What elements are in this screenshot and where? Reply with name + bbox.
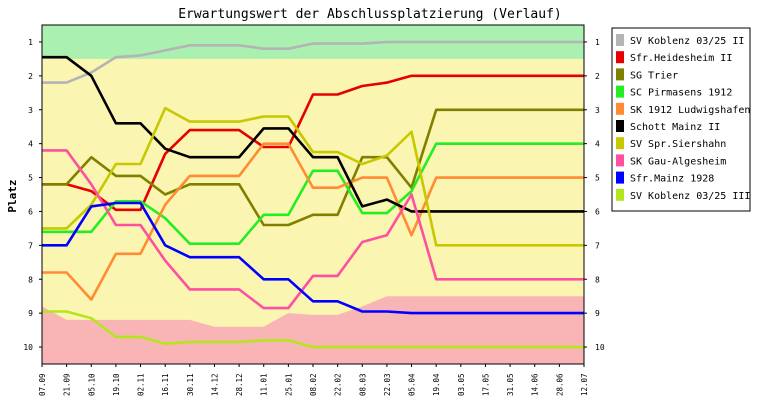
- legend-label-8: SK Gau-Algesheim: [630, 156, 726, 167]
- legend-label-10: SV Koblenz 03/25 III: [630, 191, 750, 202]
- x-tick-label: 28.06: [555, 373, 564, 396]
- y-axis-left: 1 2 3 4 5 6 7 8 9 10: [23, 38, 42, 352]
- legend-swatch-8: [616, 154, 624, 167]
- legend-swatch-2: [616, 51, 624, 64]
- x-tick-label: 31.05: [506, 373, 515, 396]
- y-tick-label-left: 1: [28, 38, 33, 47]
- legend-label-3: SG Trier: [630, 70, 678, 81]
- legend-label-2: Sfr.Heidesheim II: [630, 53, 732, 64]
- legend-swatch-10: [616, 188, 624, 201]
- legend-label-6: Schott Mainz II: [630, 122, 720, 133]
- y-tick-label-left: 7: [28, 241, 33, 250]
- y-tick-label-right: 7: [595, 241, 600, 250]
- legend-swatch-9: [616, 171, 624, 184]
- y-tick-label-left: 9: [28, 309, 33, 318]
- series-line-5: [42, 142, 584, 301]
- x-tick-label: 16.11: [161, 373, 170, 396]
- x-tick-label: 05.04: [408, 373, 417, 396]
- x-tick-label: 07.09: [38, 373, 47, 396]
- x-tick-label: 14.06: [531, 373, 540, 396]
- y-tick-label-right: 8: [595, 275, 600, 284]
- legend-swatch-1: [616, 34, 624, 46]
- y-tick-label-right: 3: [595, 106, 600, 115]
- x-tick-label: 17.05: [481, 373, 490, 396]
- legend-swatch-4: [616, 85, 624, 98]
- x-tick-label: 30.11: [186, 373, 195, 396]
- y-tick-label-right: 9: [595, 309, 600, 318]
- x-tick-label: 19.10: [112, 373, 121, 396]
- x-tick-label: 03.05: [457, 373, 466, 396]
- legend-swatch-5: [616, 102, 624, 115]
- legend-label-5: SK 1912 Ludwigshafen: [630, 105, 750, 116]
- y-tick-label-right: 4: [595, 140, 600, 149]
- y-tick-label-left: 6: [28, 207, 33, 216]
- x-tick-label: 28.12: [235, 373, 244, 396]
- series-line-2: [42, 74, 584, 212]
- x-tick-label: 05.10: [87, 373, 96, 396]
- zone-top: [42, 25, 584, 59]
- legend-swatch-6: [616, 120, 624, 132]
- x-tick-label: 02.11: [137, 373, 146, 396]
- x-tick-label: 25.01: [284, 373, 293, 396]
- y-tick-label-right: 6: [595, 207, 600, 216]
- y-tick-label-left: 10: [23, 343, 33, 352]
- x-tick-label: 19.04: [432, 373, 441, 396]
- y-tick-label-right: 2: [595, 72, 600, 81]
- series-line-6: [42, 55, 584, 213]
- x-tick-label: 12.07: [580, 373, 589, 396]
- x-tick-label: 22.02: [334, 373, 343, 396]
- y-tick-label-right: 10: [595, 343, 605, 352]
- y-tick-label-left: 2: [28, 72, 33, 81]
- y-axis-right: 1 2 3 4 5 6 7 8 9 10: [584, 38, 605, 352]
- x-tick-label: 21.09: [63, 373, 72, 396]
- chart-title: Erwartungswert der Abschlussplatzierung …: [178, 7, 562, 22]
- legend-label-1: SV Koblenz 03/25 II: [630, 36, 744, 47]
- y-tick-label-right: 5: [595, 174, 600, 183]
- series-line-9: [42, 201, 584, 315]
- plot-area: [41, 24, 585, 365]
- x-tick-label: 08.02: [309, 373, 318, 396]
- x-tick-label: 14.12: [210, 373, 219, 396]
- series-line-3: [42, 108, 584, 227]
- series-line-4: [42, 142, 584, 245]
- x-axis: 07.09 21.09 05.10 19.10 02.11 16.11 30.11 14.12…: [38, 364, 589, 396]
- y-tick-label-left: 4: [28, 140, 33, 149]
- legend-swatch-3: [616, 68, 624, 81]
- legend-label-7: SV Spr.Siershahn: [630, 139, 726, 150]
- y-tick-label-right: 1: [595, 38, 600, 47]
- x-tick-label: 22.03: [383, 373, 392, 396]
- series-line-8: [42, 149, 584, 310]
- y-tick-label-left: 8: [28, 275, 33, 284]
- x-tick-label: 08.03: [358, 373, 367, 396]
- y-tick-label-left: 5: [28, 174, 33, 183]
- series-line-1: [42, 40, 584, 84]
- legend-swatch-7: [616, 137, 624, 150]
- legend-box: [611, 27, 751, 212]
- y-tick-label-left: 3: [28, 106, 33, 115]
- series-line-7: [42, 106, 584, 247]
- legend: SV Koblenz 03/25 II Sfr.Heidesheim II SG T…: [611, 27, 751, 212]
- y-axis-label: Platz: [6, 179, 19, 212]
- legend-label-4: SC Pirmasens 1912: [630, 88, 732, 99]
- legend-label-9: Sfr.Mainz 1928: [630, 174, 714, 185]
- x-tick-label: 11.01: [260, 373, 269, 396]
- series-line-10: [42, 310, 584, 349]
